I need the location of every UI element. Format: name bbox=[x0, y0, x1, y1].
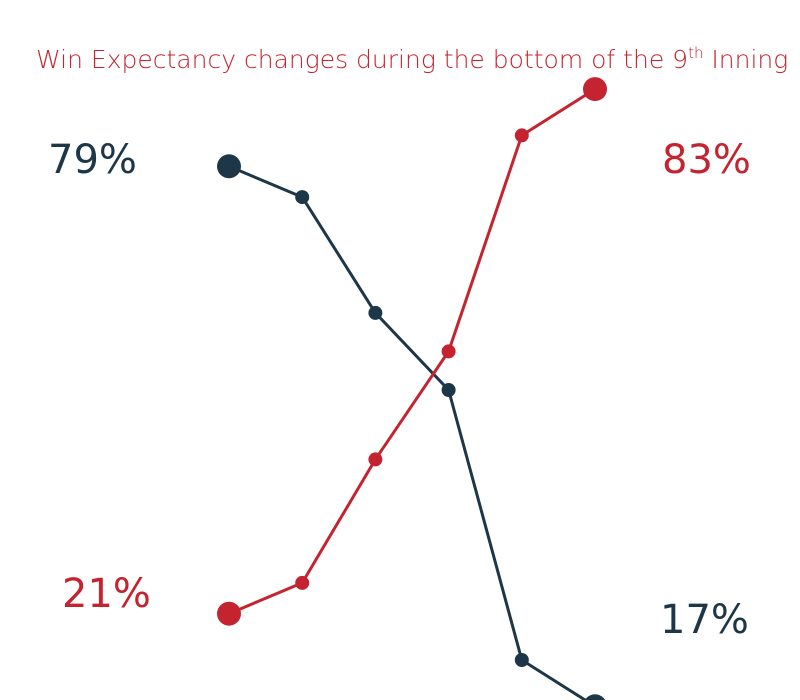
series-0-point-5 bbox=[584, 694, 606, 700]
series-0-point-1 bbox=[295, 190, 310, 205]
series-layer bbox=[217, 77, 607, 700]
chart-title-suffix: Inning bbox=[703, 45, 788, 74]
navy-start-label: 79% bbox=[48, 137, 137, 183]
series-1-point-5 bbox=[583, 77, 607, 102]
chart-title: Win Expectancy changes during the bottom… bbox=[36, 44, 788, 74]
series-0-point-2 bbox=[368, 305, 383, 320]
chart-title-superscript: th bbox=[688, 44, 703, 62]
series-1-point-2 bbox=[368, 452, 383, 467]
series-1-point-4 bbox=[514, 128, 529, 143]
series-1-point-1 bbox=[295, 575, 310, 590]
red-end-label: 83% bbox=[662, 137, 751, 183]
series-1-point-0 bbox=[217, 601, 241, 626]
series-1 bbox=[217, 77, 607, 626]
series-1-point-3 bbox=[441, 344, 456, 359]
series-0-line bbox=[228, 164, 588, 700]
series-0 bbox=[217, 154, 606, 700]
series-0-point-3 bbox=[441, 383, 456, 397]
navy-end-label: 17% bbox=[660, 597, 749, 643]
chart-title-main: Win Expectancy changes during the bottom… bbox=[36, 45, 688, 74]
series-0-point-0 bbox=[217, 154, 241, 179]
series-1-line bbox=[228, 87, 596, 616]
series-0-point-4 bbox=[514, 653, 529, 667]
red-start-label: 21% bbox=[62, 571, 151, 617]
